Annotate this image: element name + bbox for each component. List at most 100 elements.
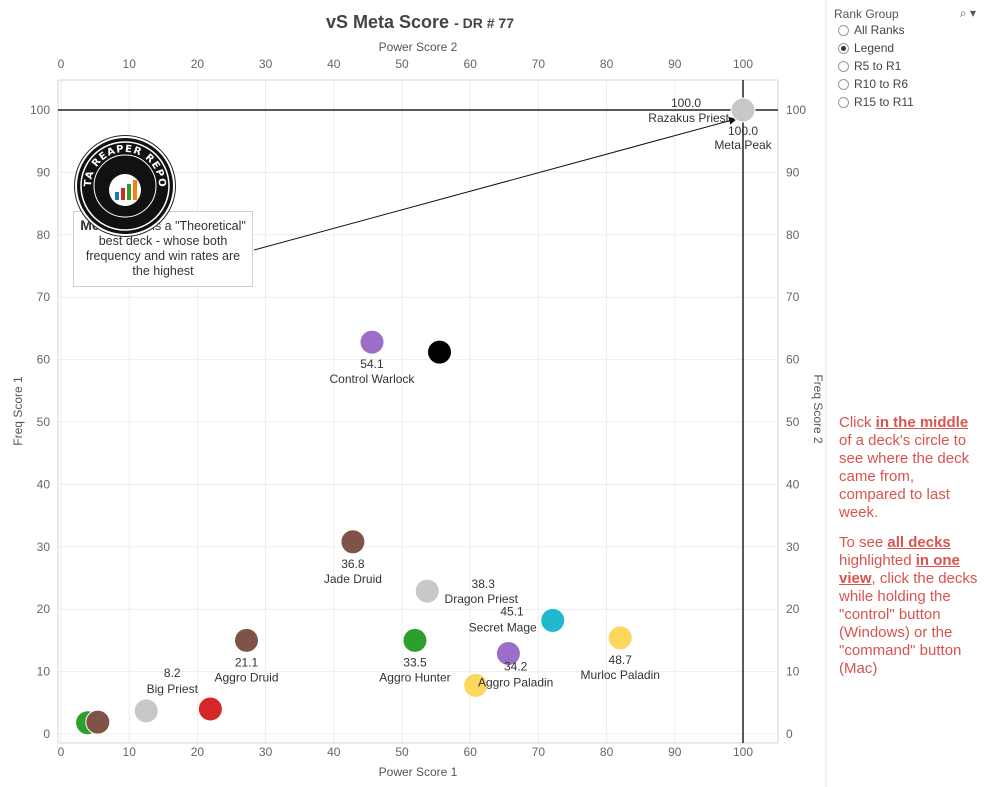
logo-icon: DATA REAPER REPORT — [72, 130, 170, 231]
point-label: 21.1 — [235, 655, 259, 669]
radio-button[interactable] — [838, 60, 849, 72]
deck-point-unlabeled-8[interactable] — [463, 672, 489, 698]
y-tick-label-left: 80 — [37, 228, 51, 242]
deck-point-meta-peak[interactable] — [730, 97, 756, 123]
radio-label: R5 to R1 — [854, 59, 902, 73]
point-label: 8.2 — [164, 666, 181, 680]
deck-point-aggro-druid[interactable] — [234, 627, 260, 653]
point-label: 34.2 — [504, 659, 528, 673]
x-tick-label-top: 70 — [532, 57, 546, 71]
y-tick-label-left: 60 — [37, 353, 51, 367]
radio-label: Legend — [854, 41, 895, 55]
point-label: Aggro Paladin — [478, 675, 553, 689]
y-tick-label-right: 30 — [786, 540, 800, 554]
axes-layer: 0010102020303040405050606070708080909010… — [11, 0, 827, 787]
deck-point-aggro-paladin[interactable] — [495, 641, 521, 667]
point-label: 38.3 — [472, 577, 496, 591]
deck-point-aggro-hunter[interactable] — [402, 627, 428, 653]
point-label: Meta Peak — [714, 138, 772, 152]
x-tick-label-bottom: 30 — [259, 745, 273, 759]
deck-point-secret-mage[interactable] — [540, 607, 566, 633]
help-paragraph-1: Click in the middle of a deck's circle t… — [839, 414, 970, 521]
radio-label: R10 to R6 — [854, 77, 909, 91]
annotation-arrow — [253, 116, 737, 251]
y-tick-label-left: 0 — [43, 727, 50, 741]
radio-button[interactable] — [838, 42, 849, 54]
radio-button[interactable] — [838, 24, 849, 36]
x-tick-label-bottom: 50 — [395, 745, 409, 759]
deck-point-jade-druid[interactable] — [340, 529, 366, 555]
deck-point-murloc-paladin[interactable] — [607, 625, 633, 651]
rank-option-r15-to-r11[interactable]: R15 to R11 — [834, 93, 984, 111]
rank-option-r5-to-r1[interactable]: R5 to R1 — [834, 57, 984, 75]
x-tick-label-top: 100 — [733, 57, 753, 71]
point-label: 100.0 — [671, 96, 701, 110]
data-reaper-logo: DATA REAPER REPORT — [72, 130, 175, 236]
y2-axis-title: Freq Score 2 — [811, 374, 825, 444]
y-tick-label-right: 0 — [786, 727, 793, 741]
points-layer[interactable] — [75, 97, 756, 736]
x-tick-label-top: 80 — [600, 57, 614, 71]
y-tick-label-left: 20 — [37, 602, 51, 616]
deck-point-unlabeled-12[interactable] — [197, 696, 223, 722]
y-tick-label-right: 40 — [786, 477, 800, 491]
deck-point-unlabeled-14[interactable] — [85, 709, 111, 735]
rank-option-r10-to-r6[interactable]: R10 to R6 — [834, 75, 984, 93]
y-tick-label-left: 30 — [37, 540, 51, 554]
point-label: 36.8 — [341, 557, 365, 571]
point-label: 48.7 — [609, 653, 633, 667]
rank-group-filter: Rank Group ⌕ ▾ All Ranks Legend R5 to R1 R1… — [834, 6, 984, 111]
x-tick-label-top: 60 — [464, 57, 478, 71]
x-tick-label-top: 50 — [395, 57, 409, 71]
radio-label: All Ranks — [854, 23, 905, 37]
point-label: Aggro Druid — [214, 670, 278, 684]
scatter-chart[interactable]: 0010102020303040405050606070708080909010… — [0, 0, 830, 787]
point-label: Big Priest — [147, 682, 199, 696]
x-tick-label-bottom: 40 — [327, 745, 341, 759]
deck-point-unlabeled-2[interactable] — [427, 339, 453, 365]
x-axis-title: Power Score 1 — [379, 765, 458, 779]
y-tick-label-left: 90 — [37, 165, 51, 179]
y-tick-label-right: 50 — [786, 415, 800, 429]
y-tick-label-right: 60 — [786, 353, 800, 367]
point-label: 33.5 — [403, 655, 427, 669]
rank-option-all-ranks[interactable]: All Ranks — [834, 21, 984, 39]
help-paragraph-2: To see all decks highlighted in one view… — [839, 534, 978, 677]
x-tick-label-top: 30 — [259, 57, 273, 71]
deck-point-dragon-priest[interactable] — [414, 578, 440, 604]
point-label: 100.0 — [728, 124, 758, 138]
chart-title-sub: - DR # 77 — [454, 15, 514, 31]
x-tick-label-bottom: 10 — [123, 745, 137, 759]
rank-option-legend[interactable]: Legend — [834, 39, 984, 57]
x-tick-label-bottom: 90 — [668, 745, 682, 759]
reference-lines — [58, 80, 778, 743]
rank-group-options: All Ranks Legend R5 to R1 R10 to R6 R15 to R… — [834, 21, 984, 111]
y-tick-label-left: 50 — [37, 415, 51, 429]
x-tick-label-bottom: 60 — [464, 745, 478, 759]
x-tick-label-bottom: 100 — [733, 745, 753, 759]
y-tick-label-right: 80 — [786, 228, 800, 242]
annotation-arrow-line — [253, 116, 737, 251]
radio-button[interactable] — [838, 96, 849, 108]
point-label: Dragon Priest — [445, 592, 519, 606]
point-label: Aggro Hunter — [379, 670, 450, 684]
y-tick-label-left: 40 — [37, 477, 51, 491]
x2-axis-title: Power Score 2 — [379, 40, 458, 54]
x-tick-label-bottom: 20 — [191, 745, 205, 759]
search-icon[interactable]: ⌕ ▾ — [959, 6, 976, 20]
x-tick-label-bottom: 70 — [532, 745, 546, 759]
x-tick-label-top: 0 — [58, 57, 65, 71]
y-tick-label-right: 70 — [786, 290, 800, 304]
deck-point-control-warlock[interactable] — [359, 329, 385, 355]
y-tick-label-right: 90 — [786, 165, 800, 179]
chart-title: vS Meta Score - DR # 77 — [0, 12, 840, 33]
deck-point-big-priest[interactable] — [133, 698, 159, 724]
radio-button[interactable] — [838, 78, 849, 90]
x-tick-label-top: 10 — [123, 57, 137, 71]
x-tick-label-bottom: 0 — [58, 745, 65, 759]
y-tick-label-right: 20 — [786, 602, 800, 616]
y-tick-label-right: 10 — [786, 665, 800, 679]
x-tick-label-top: 40 — [327, 57, 341, 71]
point-label: Murloc Paladin — [581, 668, 660, 682]
